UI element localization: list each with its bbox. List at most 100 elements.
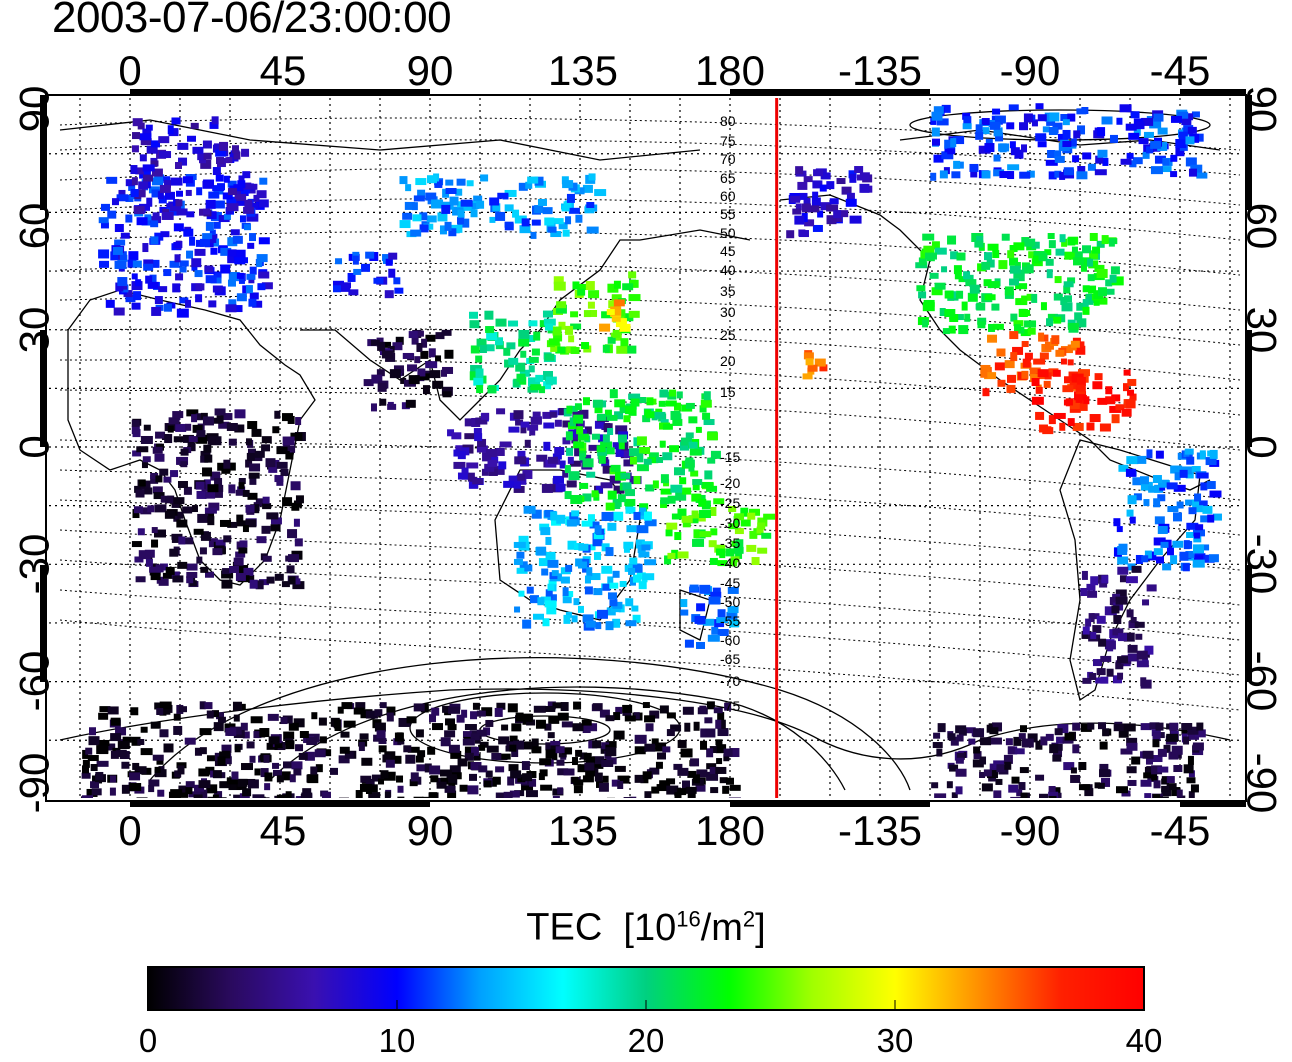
tec-pixel bbox=[82, 795, 94, 798]
tec-pixel bbox=[302, 788, 312, 796]
tec-pixel bbox=[541, 568, 549, 576]
tec-pixel bbox=[441, 369, 448, 377]
lat-tick-label: -30 bbox=[11, 534, 58, 595]
tec-pixel bbox=[158, 136, 170, 144]
tec-pixel bbox=[620, 338, 629, 347]
tec-pixel bbox=[547, 732, 555, 739]
tec-pixel bbox=[588, 290, 600, 299]
map-frame bbox=[40, 89, 1252, 807]
tec-pixel bbox=[949, 764, 959, 772]
tec-pixel bbox=[485, 344, 495, 352]
tec-pixel bbox=[249, 579, 258, 589]
tec-pixel bbox=[989, 727, 999, 735]
tec-pixel bbox=[707, 457, 716, 464]
tec-pixel bbox=[444, 221, 452, 231]
tec-pixel bbox=[150, 721, 161, 729]
tec-pixel bbox=[147, 259, 160, 268]
tec-pixel bbox=[535, 374, 544, 382]
tec-pixel bbox=[516, 373, 526, 382]
tec-pixel bbox=[953, 160, 961, 169]
tec-pixel bbox=[1187, 126, 1197, 134]
tec-pixel bbox=[282, 413, 294, 422]
tec-pixel bbox=[252, 794, 265, 798]
tec-pixel bbox=[1040, 302, 1047, 311]
tec-pixel bbox=[207, 484, 219, 493]
tec-pixel bbox=[158, 286, 168, 293]
tec-pixel bbox=[138, 550, 151, 560]
tec-pixel bbox=[600, 745, 608, 754]
tec-pixel bbox=[670, 484, 683, 493]
tec-pixel bbox=[728, 797, 741, 798]
tec-pixel bbox=[1139, 476, 1149, 485]
tec-pixel bbox=[689, 448, 702, 456]
tec-pixel bbox=[583, 752, 592, 761]
tec-pixel bbox=[684, 639, 694, 648]
tec-pixel bbox=[727, 606, 739, 614]
lon-tick-label: 0 bbox=[118, 807, 141, 854]
tec-pixel bbox=[1178, 131, 1188, 140]
tec-pixel bbox=[427, 175, 438, 184]
tec-pixel bbox=[1125, 123, 1137, 131]
tec-pixel bbox=[1111, 414, 1120, 424]
tec-pixel bbox=[1006, 122, 1015, 130]
tec-pixel bbox=[761, 532, 772, 539]
tec-pixel bbox=[574, 447, 582, 457]
tec-pixel bbox=[671, 513, 683, 520]
tec-pixel bbox=[1012, 346, 1024, 355]
tec-pixel bbox=[488, 468, 498, 476]
tec-pixel bbox=[575, 749, 583, 757]
tec-pixel bbox=[521, 782, 534, 791]
tec-pixel bbox=[941, 151, 954, 160]
tec-pixel bbox=[253, 731, 262, 739]
tec-pixel bbox=[1092, 381, 1103, 390]
tec-pixel bbox=[641, 544, 651, 551]
tec-pixel bbox=[561, 205, 570, 212]
tec-pixel bbox=[509, 790, 520, 798]
tec-pixel bbox=[846, 192, 855, 201]
tec-pixel bbox=[797, 181, 808, 190]
tec-pixel bbox=[1186, 777, 1196, 784]
tec-pixel bbox=[135, 167, 146, 175]
tec-pixel bbox=[159, 151, 172, 159]
tec-pixel bbox=[429, 370, 441, 379]
tec-pixel bbox=[381, 341, 392, 348]
tec-pixel bbox=[1057, 724, 1069, 734]
tec-pixel bbox=[233, 249, 246, 259]
tec-pixel bbox=[711, 626, 719, 635]
tec-pixel bbox=[152, 446, 163, 454]
tec-pixel bbox=[706, 701, 715, 710]
tec-pixel bbox=[567, 540, 577, 550]
tec-pixel bbox=[1185, 157, 1197, 167]
tec-pixel bbox=[370, 339, 380, 346]
tec-pixel bbox=[558, 751, 567, 758]
tec-pixel bbox=[550, 511, 558, 521]
tec-pixel bbox=[713, 707, 723, 714]
tec-pixel bbox=[944, 139, 956, 149]
tec-pixel bbox=[162, 572, 173, 579]
tec-pixel bbox=[457, 472, 468, 480]
tec-pixel bbox=[1153, 780, 1161, 789]
tec-pixel bbox=[570, 346, 580, 354]
tec-pixel bbox=[131, 302, 141, 310]
tec-pixel bbox=[603, 423, 613, 433]
tec-pixel bbox=[110, 733, 122, 742]
tec-pixel bbox=[348, 289, 359, 296]
tec-pixel bbox=[1015, 283, 1028, 290]
tec-pixel bbox=[442, 366, 454, 374]
tec-pixel bbox=[1009, 331, 1019, 340]
tec-pixel bbox=[565, 611, 572, 618]
tec-pixel bbox=[592, 539, 603, 547]
tec-pixel bbox=[141, 462, 148, 469]
tec-pixel bbox=[970, 171, 978, 178]
tec-pixel bbox=[941, 266, 948, 273]
tec-pixel bbox=[612, 570, 620, 578]
tec-pixel bbox=[1088, 285, 1097, 294]
tec-pixel bbox=[174, 254, 181, 263]
tec-pixel bbox=[573, 701, 582, 710]
tec-pixel bbox=[332, 280, 344, 287]
tec-pixel bbox=[1067, 237, 1076, 246]
tec-pixel bbox=[1077, 125, 1086, 135]
tec-pixel bbox=[583, 310, 591, 318]
tec-pixel bbox=[709, 746, 717, 754]
tec-pixel bbox=[981, 783, 993, 792]
